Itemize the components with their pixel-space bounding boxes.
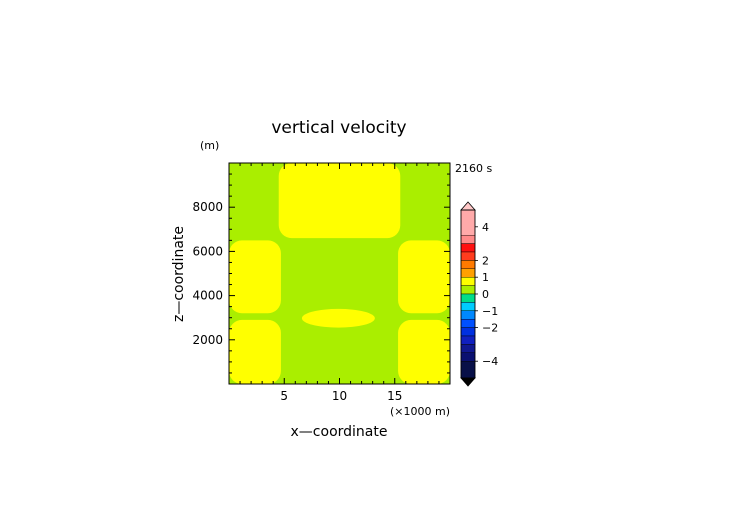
x-tick-label: 10 [332,389,347,403]
colorbar-band [460,234,476,244]
plot-area [229,163,450,384]
colorbar-band [460,251,476,261]
contour-region-4 [301,308,375,328]
contour-region-5 [229,319,281,384]
axes: 5 10 15 2000 4000 6000 8000 [192,162,451,403]
colorbar-band [460,327,476,337]
colorbar-band [460,319,476,328]
colorbar-tick-label: −2 [482,322,498,335]
colorbar-band [460,310,476,320]
colorbar-band [460,277,476,286]
colorbar-band [460,335,476,345]
colorbar-tick-label: 0 [482,288,489,301]
y-tick-label: 4000 [192,289,223,303]
colorbar-band [460,293,476,303]
y-tick-label: 6000 [192,244,223,258]
colorbar-tick-label: 1 [482,271,489,284]
contour-region-2 [229,240,281,314]
y-unit-label: (m) [200,139,219,152]
colorbar-band [460,285,476,295]
colorbar-tick-label: 4 [482,221,489,234]
y-tick-label: 8000 [192,200,223,214]
colorbar-band [460,209,476,236]
colorbar-tick-label: 2 [482,254,489,267]
time-label: 2160 s [455,162,492,175]
colorbar-extend-min [460,377,476,387]
contour-region-6 [398,319,450,384]
contour-region-1 [278,163,401,239]
colorbar-extend-max [460,201,476,211]
y-tick-label: 2000 [192,333,223,347]
colorbar-band [460,352,476,362]
chart-title: vertical velocity [271,118,406,138]
colorbar-band [460,243,476,253]
colorbar-band [460,268,476,278]
colorbar: 4 2 1 0 −1 −2 −4 [460,201,498,387]
colorbar-band [460,302,476,311]
colorbar-tick-label: −4 [482,355,498,368]
contour-region-3 [398,240,450,314]
colorbar-band [460,260,476,269]
colorbar-band [460,344,476,353]
x-axis-label: x—coordinate [291,424,388,440]
x-unit-label: (×1000 m) [390,405,450,418]
x-tick-label: 15 [387,389,402,403]
colorbar-band [460,361,476,379]
x-tick-label: 5 [280,389,288,403]
y-axis-label: z—coordinate [171,226,187,322]
colorbar-tick-label: −1 [482,305,498,318]
